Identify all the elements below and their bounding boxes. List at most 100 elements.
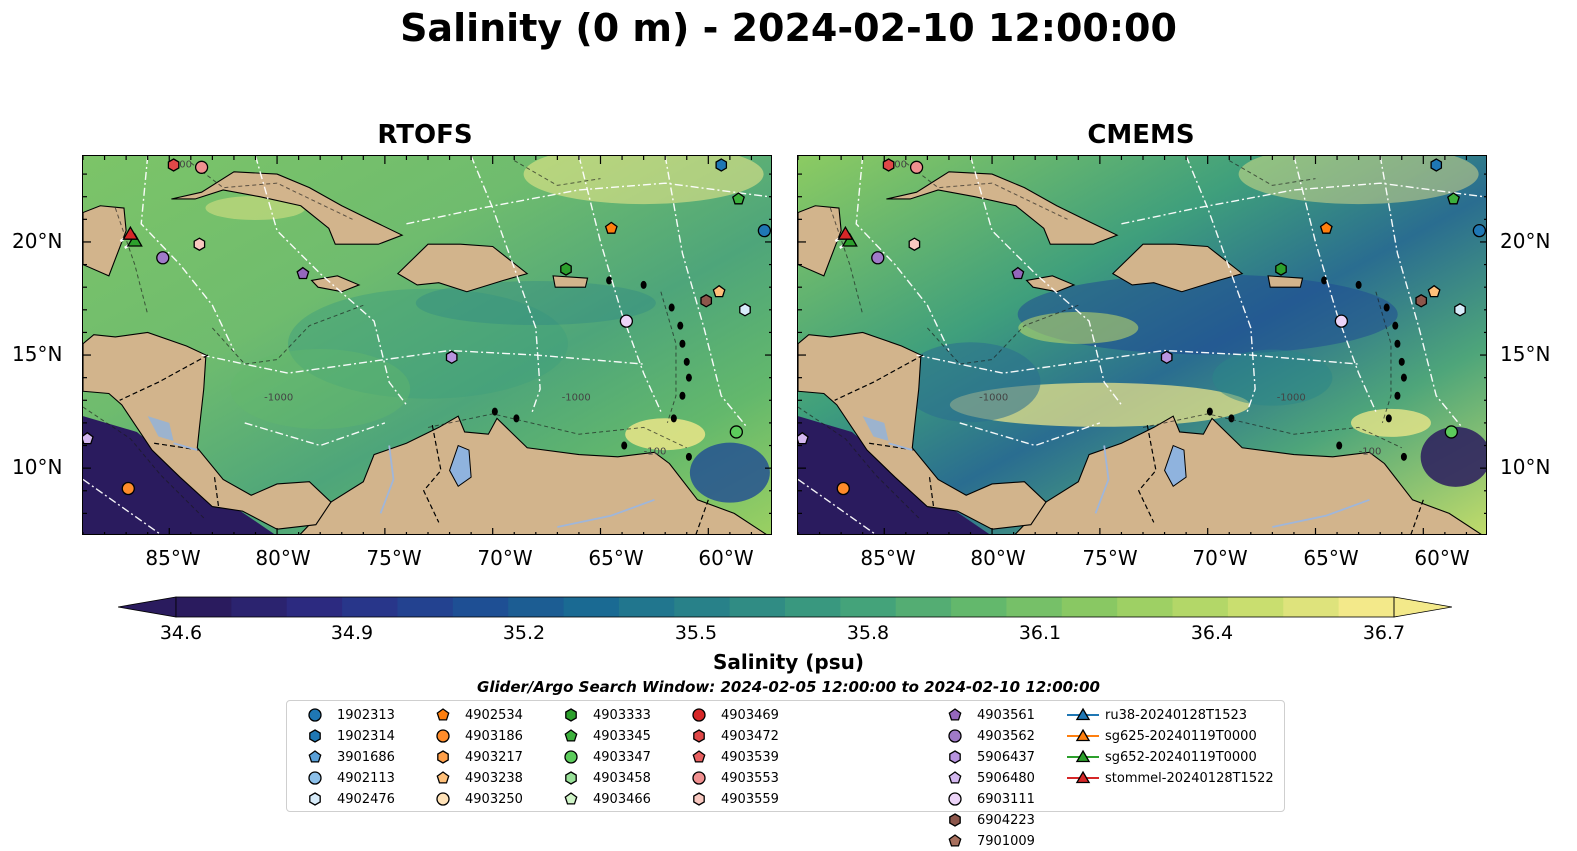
national-border bbox=[928, 477, 935, 509]
lat-tick-10n: 10°N bbox=[12, 455, 63, 479]
argo-float-4903562[interactable] bbox=[156, 251, 170, 265]
legend-glider-marker[interactable] bbox=[1075, 728, 1091, 742]
legend-float-marker[interactable] bbox=[309, 792, 321, 806]
argo-float-4902534[interactable] bbox=[1319, 221, 1333, 234]
argo-float-4902476[interactable] bbox=[1454, 303, 1466, 317]
legend-glider-marker[interactable] bbox=[1075, 770, 1091, 784]
small-island bbox=[606, 276, 613, 285]
legend-float-marker[interactable] bbox=[308, 750, 322, 763]
argo-float-4903561[interactable] bbox=[1011, 266, 1025, 280]
argo-float-6903111[interactable] bbox=[1334, 314, 1349, 328]
legend-float-marker[interactable] bbox=[693, 729, 705, 743]
argo-float-4902534[interactable] bbox=[604, 221, 618, 234]
argo-float-4903345[interactable] bbox=[732, 192, 745, 205]
glider-sg652-20240119T0000[interactable] bbox=[126, 232, 143, 247]
argo-float-1902314[interactable] bbox=[757, 223, 771, 238]
argo-float-4903559[interactable] bbox=[193, 237, 206, 251]
legend-item: 4903472 bbox=[681, 726, 779, 746]
lon-tick-85w: 85°W bbox=[145, 546, 201, 570]
legend-float-marker[interactable] bbox=[565, 708, 577, 722]
legend-float-marker[interactable] bbox=[565, 771, 577, 785]
legend-marker-icon bbox=[948, 771, 962, 784]
argo-float-4903562[interactable] bbox=[871, 251, 885, 265]
legend-float-marker[interactable] bbox=[309, 729, 321, 743]
legend-float-marker[interactable] bbox=[436, 729, 450, 743]
argo-float-6904223[interactable] bbox=[1415, 294, 1428, 308]
legend-marker-icon bbox=[308, 708, 322, 722]
legend-glider-marker[interactable] bbox=[1075, 749, 1091, 763]
contour-label: -1000 bbox=[979, 392, 1008, 403]
argo-float-6904223[interactable] bbox=[700, 294, 713, 308]
legend-float-marker[interactable] bbox=[692, 771, 706, 785]
legend-float-marker[interactable] bbox=[308, 708, 322, 722]
argo-float-1902313[interactable] bbox=[1430, 158, 1443, 172]
legend-float-marker[interactable] bbox=[692, 708, 706, 722]
legend-item: 4903238 bbox=[425, 768, 523, 788]
legend-item: ru38-20240128T1523 bbox=[1065, 705, 1247, 725]
argo-float-5906480[interactable] bbox=[798, 431, 809, 445]
argo-float-4903469[interactable] bbox=[882, 158, 895, 172]
legend-float-marker[interactable] bbox=[693, 792, 705, 806]
salinity-patch bbox=[689, 442, 770, 503]
legend-float-marker[interactable] bbox=[564, 792, 578, 805]
argo-float-4903238[interactable] bbox=[1427, 284, 1441, 298]
legend-label: 5906437 bbox=[977, 749, 1035, 765]
map-rtofs[interactable]: -100 -1000 -1000 -100 bbox=[82, 155, 772, 535]
legend-marker-icon bbox=[436, 771, 450, 784]
legend-float-marker[interactable] bbox=[564, 729, 578, 742]
argo-float-4903469[interactable] bbox=[167, 158, 180, 172]
colorbar-segment bbox=[951, 597, 1008, 617]
legend-float-marker[interactable] bbox=[948, 834, 962, 847]
salinity-patch bbox=[230, 348, 411, 429]
glider-sg652-20240119T0000[interactable] bbox=[841, 232, 858, 247]
legend-item: 4903333 bbox=[553, 705, 651, 725]
legend-float-marker[interactable] bbox=[308, 771, 322, 785]
argo-float-4903347[interactable] bbox=[729, 425, 743, 439]
argo-float-4903561[interactable] bbox=[296, 266, 310, 280]
colorbar-segment bbox=[342, 597, 399, 617]
argo-float-4903333[interactable] bbox=[560, 262, 572, 276]
argo-float-4903347[interactable] bbox=[1444, 425, 1458, 439]
eez-boundary bbox=[470, 156, 541, 415]
small-island bbox=[679, 391, 686, 400]
argo-float-1902313[interactable] bbox=[715, 158, 728, 172]
legend-float-marker[interactable] bbox=[949, 813, 961, 827]
argo-float-5906437[interactable] bbox=[1160, 350, 1173, 365]
legend-float-marker[interactable] bbox=[564, 750, 578, 764]
legend-float-marker[interactable] bbox=[948, 729, 962, 743]
legend-item: 4902534 bbox=[425, 705, 523, 725]
argo-float-6903111[interactable] bbox=[619, 314, 634, 328]
legend-float-marker[interactable] bbox=[437, 750, 449, 764]
argo-float-4903333[interactable] bbox=[1275, 262, 1287, 276]
argo-float-4903553[interactable] bbox=[909, 160, 924, 174]
argo-float-4903553[interactable] bbox=[194, 160, 209, 174]
argo-float-4903186[interactable] bbox=[121, 481, 135, 496]
glider-stommel-20240128T1522[interactable] bbox=[122, 225, 139, 240]
legend-label: 4903553 bbox=[721, 770, 779, 786]
argo-float-1902314[interactable] bbox=[1472, 223, 1486, 238]
legend-marker-icon bbox=[948, 729, 962, 743]
argo-float-5906437[interactable] bbox=[445, 350, 458, 365]
glider-stommel-20240128T1522[interactable] bbox=[837, 225, 854, 240]
argo-float-4903238[interactable] bbox=[712, 284, 726, 298]
legend-float-marker[interactable] bbox=[948, 771, 962, 784]
argo-float-4903345[interactable] bbox=[1447, 192, 1460, 205]
legend-glider-marker[interactable] bbox=[1075, 707, 1091, 721]
argo-float-4903186[interactable] bbox=[836, 481, 850, 496]
argo-float-4902476[interactable] bbox=[739, 303, 751, 317]
salinity-patch bbox=[1350, 408, 1431, 437]
map-cmems[interactable]: -100 -1000 -1000 -100 bbox=[797, 155, 1487, 535]
argo-float-4903559[interactable] bbox=[908, 237, 921, 251]
legend-label: sg625-20240119T0000 bbox=[1105, 728, 1257, 744]
legend-item: 4903466 bbox=[553, 789, 651, 809]
legend-float-marker[interactable] bbox=[948, 792, 962, 806]
legend-float-marker[interactable] bbox=[436, 771, 450, 784]
legend-float-marker[interactable] bbox=[948, 708, 962, 721]
argo-float-5906480[interactable] bbox=[83, 431, 94, 445]
legend-float-marker[interactable] bbox=[436, 792, 450, 806]
legend-marker-icon bbox=[436, 708, 450, 721]
legend-float-marker[interactable] bbox=[436, 708, 450, 721]
jamaica-land bbox=[310, 275, 361, 293]
legend-float-marker[interactable] bbox=[949, 750, 961, 764]
legend-float-marker[interactable] bbox=[692, 750, 706, 763]
